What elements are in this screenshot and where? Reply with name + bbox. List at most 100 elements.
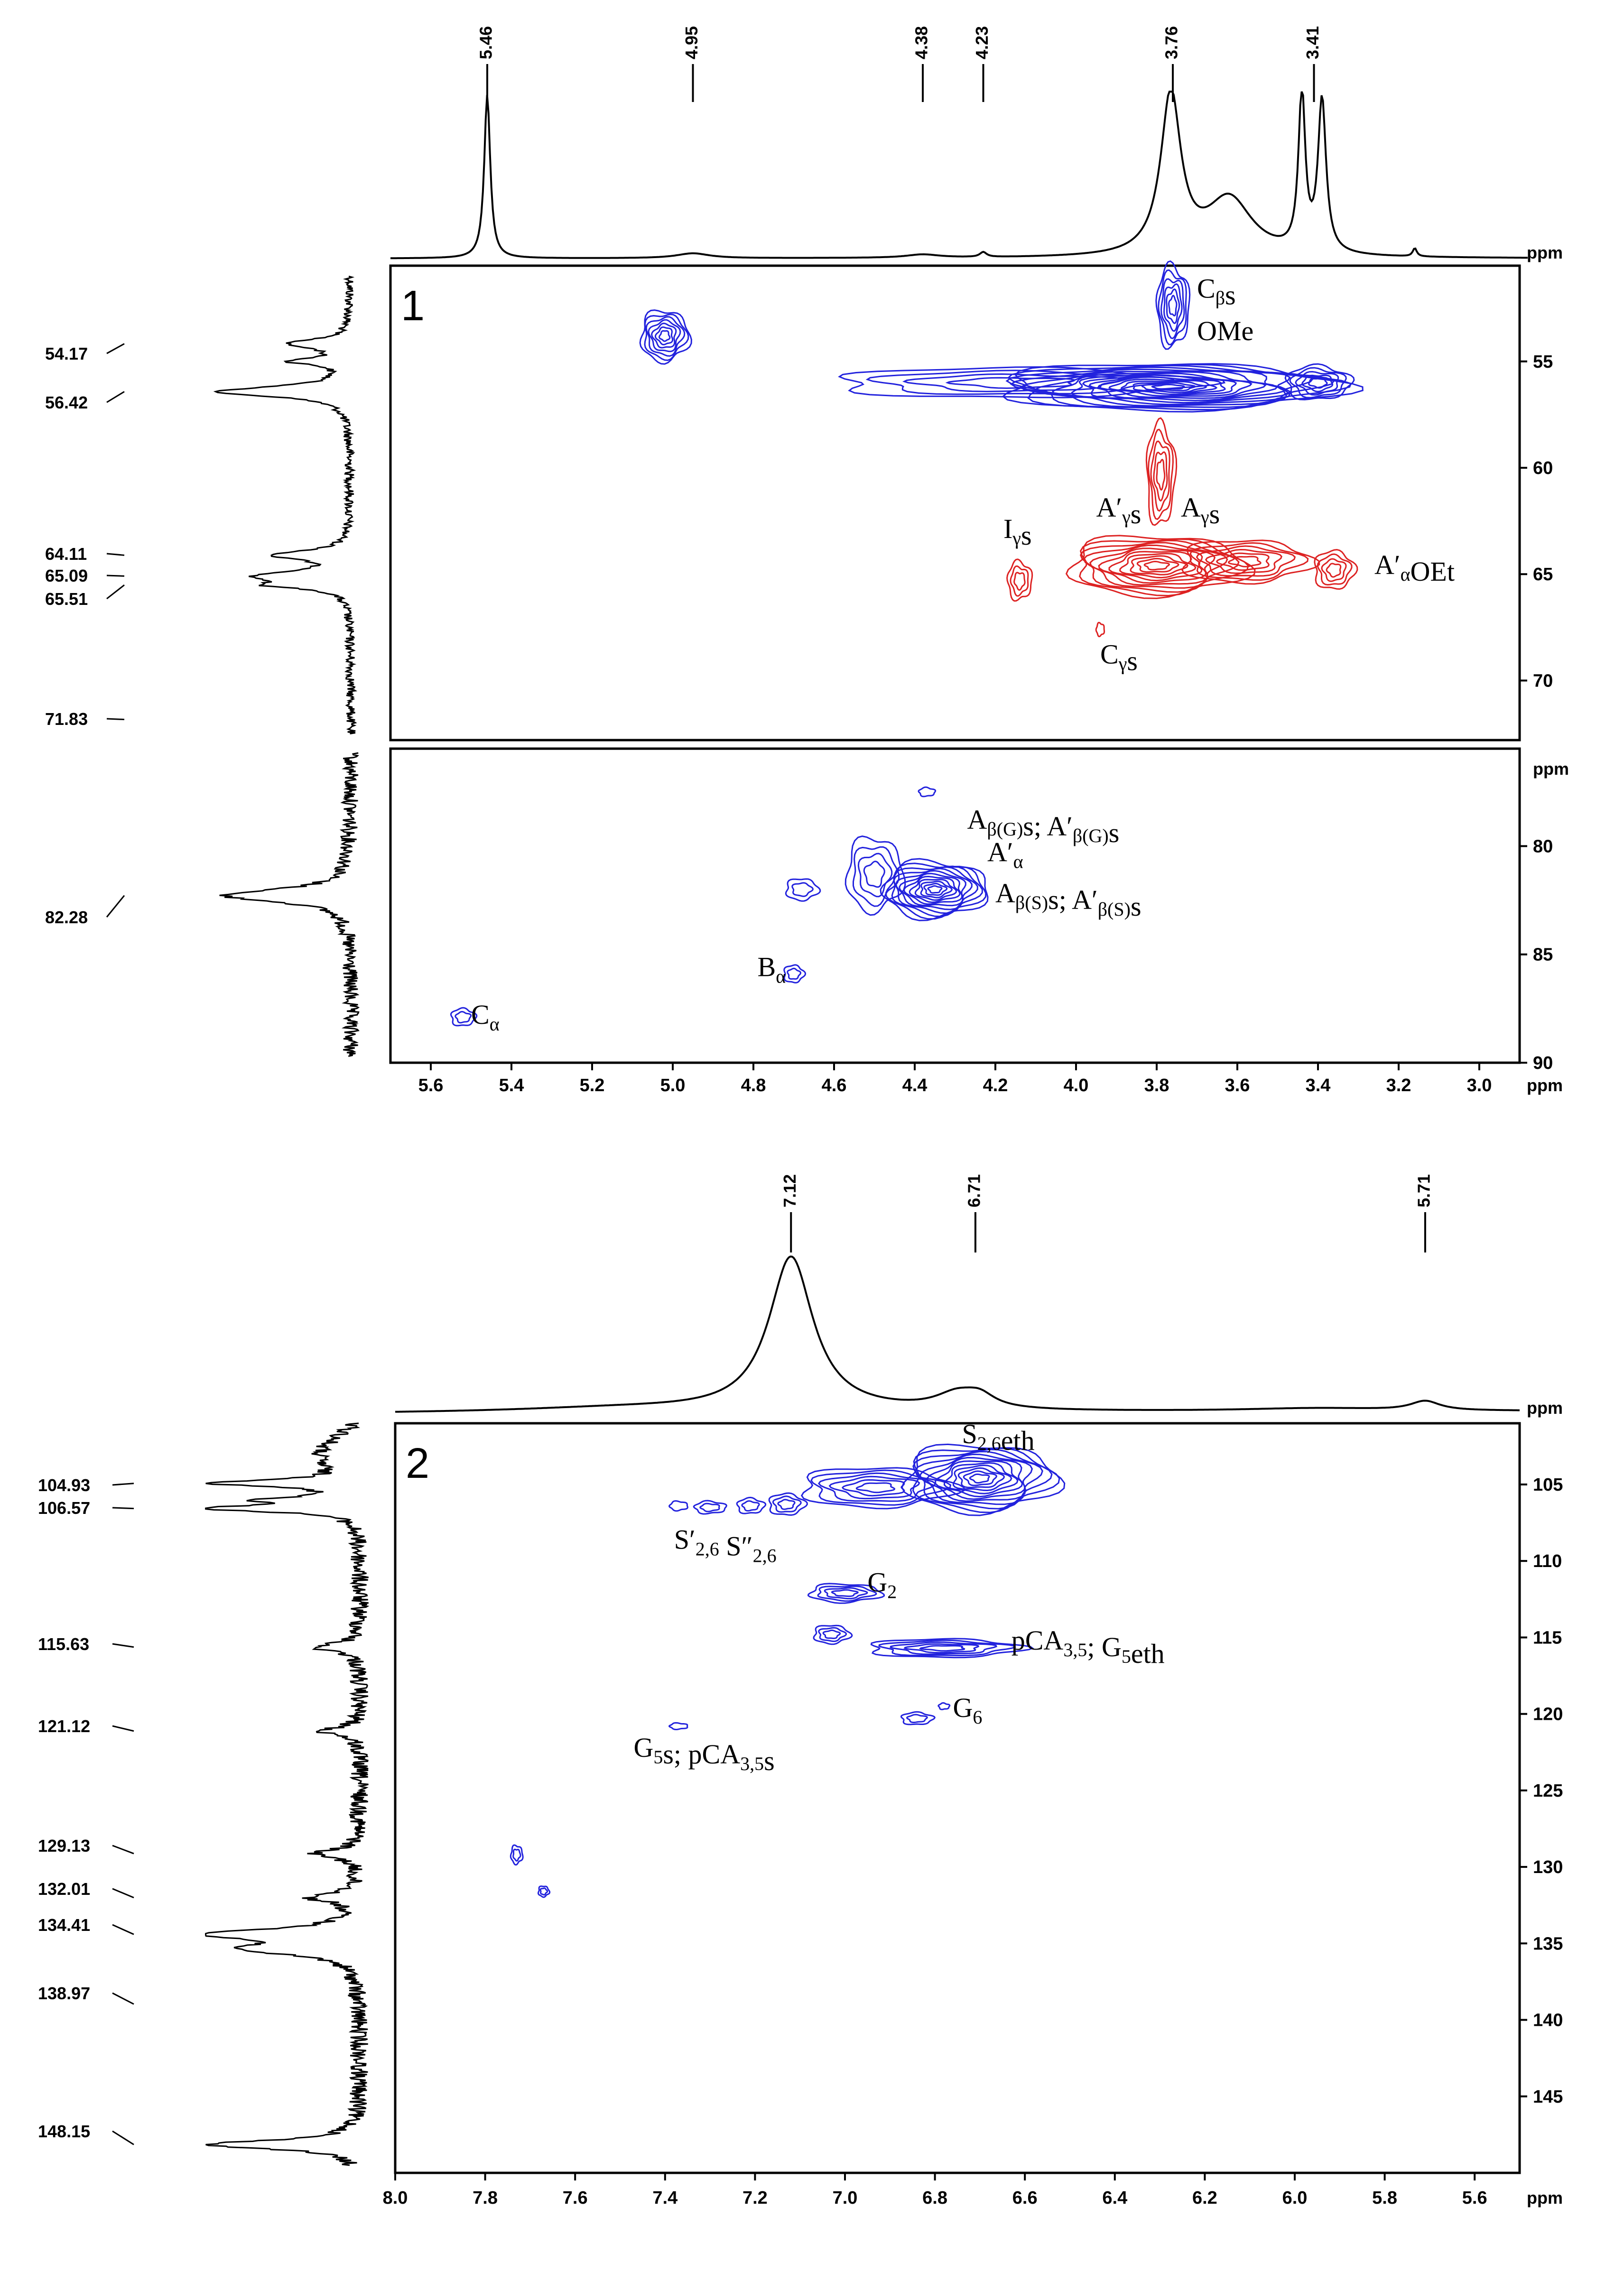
annotation-s26eth: S2,6eth — [962, 1419, 1034, 1456]
proton-peak-label: 6.71 — [964, 1174, 984, 1207]
negative-contour — [1196, 545, 1296, 577]
positive-contour — [863, 861, 885, 888]
negative-contour — [1130, 555, 1189, 575]
negative-contour — [1150, 440, 1170, 512]
carbon-peak-tick — [106, 553, 125, 556]
x-tick-label: 3.8 — [1144, 1076, 1169, 1095]
annotation-aaoet: A′αOEt — [1374, 549, 1455, 587]
proton-peak-label: 3.76 — [1162, 26, 1181, 59]
negative-contour — [1108, 551, 1203, 582]
carbon-peak-tick — [106, 895, 125, 918]
negative-contour — [1216, 552, 1270, 571]
negative-contour — [1317, 553, 1353, 586]
positive-contour — [957, 1467, 1005, 1488]
carbon-peak-label: 65.09 — [45, 566, 88, 585]
carbon-peak-label: 104.93 — [38, 1475, 90, 1495]
positive-contour — [817, 1586, 877, 1602]
positive-contour — [909, 875, 961, 903]
negative-contour — [1189, 542, 1309, 581]
positive-contour — [1160, 278, 1185, 339]
positive-contour — [668, 1500, 688, 1512]
negative-contour — [1227, 556, 1262, 567]
positive-contour — [919, 1453, 1033, 1502]
positive-contour — [918, 786, 937, 798]
y-tick-label: 70 — [1533, 671, 1553, 691]
positive-contour — [1168, 295, 1178, 317]
positive-contour — [1120, 380, 1218, 395]
carbon-peak-label: 148.15 — [38, 2122, 90, 2141]
positive-contour — [890, 1641, 998, 1655]
carbon-peak-tick — [112, 1888, 134, 1899]
panel-1-axes: 5.6 5.4 5.2 5.0 4.8 4.6 4.4 4.2 4.0 3.8 3.6 3.4 3.2 3… — [418, 352, 1569, 1095]
carbon-peak-label: 134.41 — [38, 1915, 90, 1935]
negative-contour — [1205, 548, 1282, 574]
positive-contour — [828, 1475, 920, 1500]
positive-contour — [1141, 382, 1197, 391]
x-tick-label: 5.4 — [499, 1076, 524, 1095]
x-tick-label: 4.2 — [983, 1076, 1008, 1095]
panel-1-annotations: Cβs OMe Aγs A′γs Iγs A′αOEt Cγs Aβ(G)s; A′β(G)s… — [471, 273, 1455, 1035]
x-tick-label: 4.4 — [902, 1076, 928, 1095]
positive-contour — [1155, 260, 1191, 350]
negative-contour — [1006, 558, 1033, 602]
proton-peak-label: 7.12 — [780, 1174, 799, 1207]
positive-contour — [810, 1469, 952, 1506]
y-tick-label: 60 — [1533, 458, 1553, 478]
carbon-peak-label: 115.63 — [38, 1634, 89, 1654]
carbon-peak-tick — [112, 2130, 134, 2145]
proton-peak-label: 5.71 — [1414, 1174, 1433, 1207]
negative-contour — [1098, 547, 1207, 584]
positive-contour — [538, 1885, 551, 1898]
positive-contour — [539, 1887, 548, 1896]
positive-contour — [699, 1503, 720, 1512]
positive-contour — [831, 1589, 859, 1597]
carbon-peak-label: 54.17 — [45, 344, 88, 363]
proton-1d-trace — [390, 91, 1528, 260]
proton-axis-unit: ppm — [1527, 243, 1563, 262]
positive-contour — [693, 1500, 728, 1515]
panel-2-frame — [394, 1422, 1521, 2174]
annotation-cgs: Cγs — [1100, 639, 1138, 677]
x-tick-label: 3.6 — [1225, 1076, 1250, 1095]
positive-contour — [900, 1711, 936, 1725]
positive-contour — [651, 323, 677, 349]
carbon-peak-tick — [112, 1725, 134, 1732]
x-tick-label: 4.0 — [1064, 1076, 1089, 1095]
positive-contour — [870, 1638, 1034, 1659]
carbon-peak-tick — [112, 1483, 134, 1486]
carbon-peak-tick — [106, 584, 125, 600]
y-tick-label: 85 — [1533, 945, 1553, 965]
positive-contour — [952, 1464, 1012, 1492]
x-tick-label: 8.0 — [383, 2188, 408, 2208]
positive-contour — [1166, 288, 1180, 325]
positive-contour — [813, 1624, 853, 1645]
positive-contour — [1301, 374, 1334, 392]
carbon-peak-tick — [112, 1924, 134, 1935]
y-tick-label: 55 — [1533, 352, 1553, 372]
panel-2-number: 2 — [406, 1440, 429, 1487]
y-tick-label: 105 — [1533, 1475, 1563, 1495]
x-tick-label: 5.0 — [660, 1076, 686, 1095]
positive-contour — [777, 1499, 796, 1510]
negative-contour — [1143, 560, 1170, 571]
panel-1-contours — [450, 260, 1364, 1027]
positive-contour — [1289, 367, 1347, 399]
panel-1-number: 1 — [401, 282, 425, 330]
carbon-peak-label: 56.42 — [45, 393, 88, 412]
proton-peak-label: 4.95 — [682, 26, 701, 59]
positive-contour — [817, 1472, 936, 1502]
positive-contour — [914, 879, 957, 901]
carbon-peak-label: 132.01 — [38, 1879, 90, 1899]
carbon-1d-trace — [213, 275, 360, 1057]
carbon-peak-label: 138.97 — [38, 1984, 90, 2003]
positive-contour — [772, 1495, 802, 1513]
positive-contour — [1308, 377, 1328, 389]
positive-contour — [800, 1467, 965, 1510]
annotation-ome: OMe — [1197, 315, 1253, 346]
proton-peak-label: 4.23 — [972, 26, 992, 59]
annotation-sp: S′2,6 S″2,6 — [674, 1524, 777, 1566]
y-tick-label: 80 — [1533, 836, 1553, 856]
y-tick-label: 125 — [1533, 1781, 1563, 1801]
proton-1d-trace — [395, 1255, 1520, 1413]
